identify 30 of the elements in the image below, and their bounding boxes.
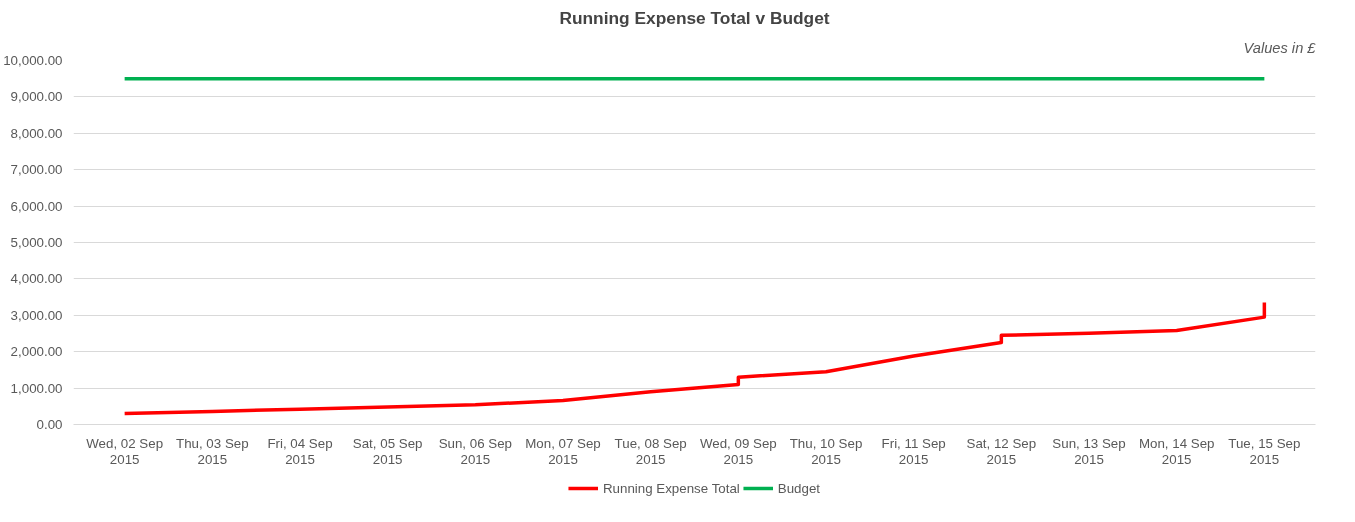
text: Values in £ <box>1243 39 1317 56</box>
x-tick-label: Wed, 02 Sep 2015 <box>86 435 164 467</box>
y-tick-label: 10,000.00 <box>3 53 63 68</box>
y-tick-label: 4,000.00 <box>10 271 63 287</box>
x-tick-label: Fri, 04 Sep 2015 <box>267 435 333 467</box>
x-tick-label: Sun, 06 Sep 2015 <box>438 435 513 467</box>
x-tick-label: Thu, 10 Sep 2015 <box>789 435 863 467</box>
y-tick-label: 6,000.00 <box>10 198 63 214</box>
x-tick-label: Fri, 11 Sep 2015 <box>881 435 946 467</box>
y-tick-label: 1,000.00 <box>10 380 63 396</box>
y-tick-label: 3,000.00 <box>10 307 63 323</box>
x-tick-label: Sun, 13 Sep 2015 <box>1052 435 1126 467</box>
line-series <box>122 300 1267 416</box>
x-tick-label: Mon, 14 Sep 2015 <box>1138 435 1215 467</box>
legend-label: Budget <box>777 480 821 496</box>
x-tick-label: Sat, 12 Sep 2015 <box>966 435 1037 467</box>
x-tick-label: Tue, 08 Sep 2015 <box>614 435 687 467</box>
y-tick-label: 9,000.00 <box>10 89 63 105</box>
y-tick-label: 7,000.00 <box>10 162 63 178</box>
x-tick-label: Thu, 03 Sep 2015 <box>176 435 249 467</box>
x-tick-label: Mon, 07 Sep 2015 <box>525 435 601 467</box>
x-tick-label: Sat, 05 Sep 2015 <box>352 435 423 467</box>
y-tick-label: 2,000.00 <box>10 344 63 360</box>
y-tick-label: 8,000.00 <box>10 125 63 141</box>
x-tick-label: Wed, 09 Sep 2015 <box>699 435 777 467</box>
y-tick-label: 0.00 <box>36 417 63 432</box>
chart-title: Running Expense Total v Budget <box>559 7 830 28</box>
legend-label: Running Expense Total <box>602 480 740 496</box>
x-tick-label: Tue, 15 Sep 2015 <box>1228 435 1301 467</box>
y-tick-label: 5,000.00 <box>10 235 63 250</box>
